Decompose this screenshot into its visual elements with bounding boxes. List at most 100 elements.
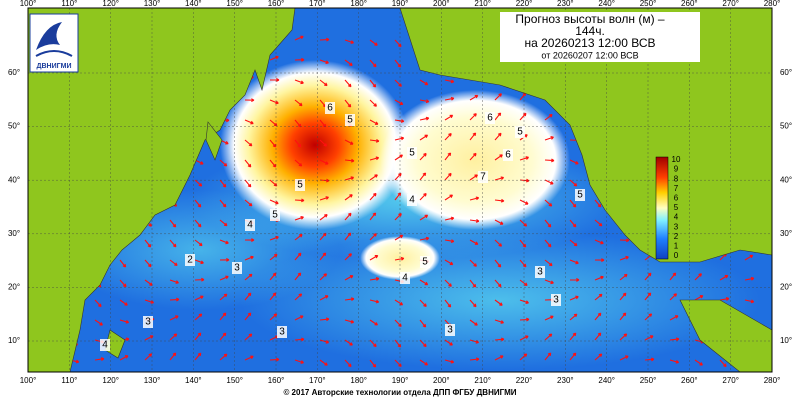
arrow (644, 313, 653, 321)
arrow (244, 292, 252, 301)
arrow (119, 355, 129, 361)
contour-label: 6 (487, 113, 493, 124)
colorbar-label: 3 (674, 222, 679, 231)
arrow (194, 313, 203, 321)
contour-label-bg (445, 324, 455, 336)
latitude-label-left: 10° (8, 336, 20, 345)
arrow (219, 179, 227, 188)
arrow (294, 198, 305, 203)
arrow (94, 319, 103, 326)
contour-label: 5 (577, 190, 583, 201)
arrow (294, 252, 302, 261)
arrow (544, 352, 552, 361)
arrow (569, 332, 577, 341)
arrow (494, 93, 502, 101)
arrow (644, 357, 655, 362)
arrow (569, 295, 579, 301)
arrow (744, 299, 755, 304)
arrow (469, 219, 480, 223)
arrow (569, 199, 577, 208)
latitude-label-left: 30° (8, 229, 20, 238)
arrow (394, 172, 402, 181)
title-lead-time: 144ч. (575, 24, 605, 38)
arrow (369, 156, 380, 161)
arrow (319, 59, 329, 65)
longitude-label-top: 200° (433, 0, 450, 8)
arrow (344, 359, 352, 368)
arrow (319, 273, 328, 281)
arrow (319, 159, 329, 165)
arrow (369, 39, 378, 46)
arrow (594, 199, 602, 208)
contour-label: 4 (102, 340, 108, 351)
arrow (394, 256, 405, 261)
arrow (319, 79, 328, 87)
latitude-label-right: 20° (780, 283, 792, 292)
arrow (369, 174, 378, 181)
arrow (394, 119, 405, 123)
arrow (344, 212, 352, 221)
arrow (194, 332, 202, 341)
contour-label-bg (232, 262, 242, 274)
arrow (344, 59, 353, 66)
arrow (344, 79, 352, 88)
arrow (244, 333, 253, 341)
arrow (519, 317, 530, 322)
arrow (344, 297, 355, 302)
arrow (294, 233, 303, 241)
longitude-label-bottom: 200° (433, 376, 450, 385)
arrow (119, 259, 127, 268)
arrow (319, 37, 330, 42)
issue-time: от 20260207 12:00 ВСВ (541, 50, 638, 60)
arrow (594, 353, 603, 361)
longitude-label-bottom: 240° (598, 376, 615, 385)
contour-label: 5 (272, 210, 278, 221)
colorbar-label: 8 (674, 174, 679, 183)
contour-label-bg (575, 189, 585, 201)
contour-label: 3 (145, 317, 151, 328)
arrow (319, 139, 328, 147)
arrow (469, 113, 477, 121)
arrow (469, 299, 477, 308)
arrow (619, 273, 628, 281)
arrow (419, 172, 427, 181)
arrow (344, 339, 353, 346)
arrow (219, 293, 228, 301)
latitude-label-right: 60° (780, 68, 792, 77)
arrow (469, 239, 479, 245)
contour-label-bg (503, 149, 513, 161)
arrow (244, 199, 253, 207)
arrow (369, 79, 377, 88)
graticule (28, 8, 772, 372)
arrow (469, 152, 477, 161)
arrow (494, 198, 505, 203)
arrow (694, 359, 703, 366)
arrow (444, 279, 452, 287)
arrow (419, 214, 429, 221)
longitude-label-bottom: 250° (640, 376, 657, 385)
arrow (544, 113, 553, 121)
arrow (169, 315, 179, 321)
arrow (294, 293, 303, 301)
arrow (219, 199, 227, 208)
longitude-label-bottom: 190° (392, 376, 409, 385)
longitude-label-top: 170° (309, 0, 326, 8)
longitude-label-top: 120° (102, 0, 119, 8)
arrow (194, 239, 203, 247)
arrow (619, 255, 629, 261)
colorbar-label: 1 (674, 242, 679, 251)
longitude-label-top: 150° (226, 0, 243, 8)
arrow (169, 239, 177, 248)
arrow (519, 239, 527, 248)
arrow (419, 236, 430, 241)
arrow (419, 152, 427, 161)
map-frame (27, 7, 773, 373)
contour-label: 3 (553, 295, 559, 306)
arrow (544, 199, 553, 207)
arrow (394, 154, 403, 161)
arrow (169, 259, 178, 267)
arrow (344, 39, 354, 44)
contour-label-bg (407, 147, 417, 159)
arrow (244, 355, 254, 361)
arrow (444, 172, 452, 181)
